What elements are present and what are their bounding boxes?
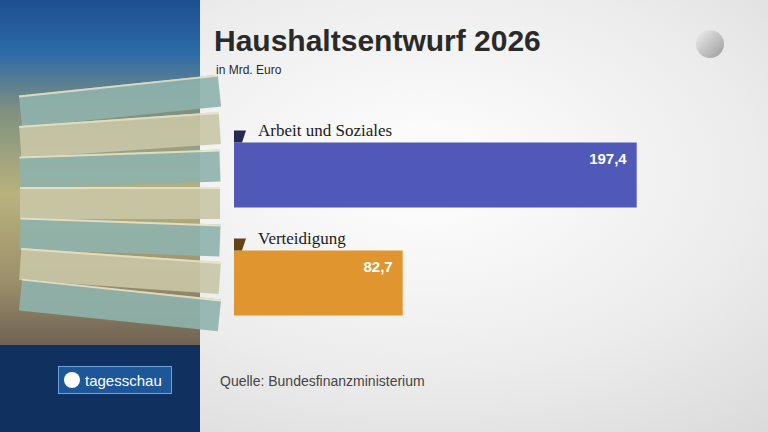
svg-text:Verteidigung: Verteidigung bbox=[258, 229, 346, 248]
svg-text:197,4: 197,4 bbox=[589, 150, 627, 167]
svg-text:Arbeit und Soziales: Arbeit und Soziales bbox=[258, 121, 392, 140]
html-text:tagesschau: tagesschau bbox=[85, 372, 162, 389]
html-text:in Mrd. Euro: in Mrd. Euro bbox=[216, 63, 282, 77]
svg-text:82,7: 82,7 bbox=[364, 258, 393, 275]
html-text:Quelle: Bundesfinanzministeriu: Quelle: Bundesfinanzministerium bbox=[220, 373, 425, 389]
html-text:Haushaltsentwurf 2026: Haushaltsentwurf 2026 bbox=[214, 24, 541, 57]
